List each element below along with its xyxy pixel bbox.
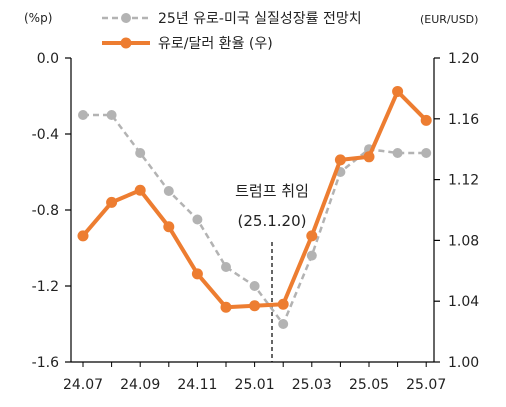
legend-label-fx: 유로/달러 환율 (우) xyxy=(158,36,273,52)
x-tick-label: 24.07 xyxy=(63,377,103,393)
inauguration-label: 트럼프 취임 xyxy=(235,182,309,200)
right-tick-label: 1.16 xyxy=(448,112,479,128)
data-point xyxy=(249,300,261,312)
data-point xyxy=(78,110,88,120)
data-point xyxy=(163,221,175,233)
data-point xyxy=(135,148,146,158)
x-tick-label: 25.03 xyxy=(292,377,332,393)
data-point xyxy=(221,262,231,272)
legend-swatch-fx-marker xyxy=(120,37,132,49)
left-axis-ticks: 0.0 -0.4 -0.8 -1.2 -1.6 xyxy=(32,51,71,371)
data-point xyxy=(77,230,89,242)
data-point xyxy=(306,250,317,261)
left-axis-unit: (%p) xyxy=(24,11,52,25)
data-point xyxy=(306,230,318,242)
x-tick-label: 24.09 xyxy=(120,377,160,393)
inauguration-annotation: 트럼프 취임 (25.1.20) xyxy=(235,182,309,362)
data-point xyxy=(192,214,203,225)
data-point xyxy=(220,301,232,313)
data-point xyxy=(392,85,404,97)
legend-swatch-forecast-marker xyxy=(121,13,131,23)
right-tick-label: 1.12 xyxy=(448,173,479,189)
series-fx xyxy=(77,85,432,313)
x-tick-label: 25.01 xyxy=(235,377,275,393)
left-tick-label: -0.4 xyxy=(32,127,59,143)
left-tick-label: 0.0 xyxy=(37,51,59,67)
right-tick-label: 1.04 xyxy=(448,294,479,310)
data-point xyxy=(278,319,289,329)
x-tick-label: 25.07 xyxy=(406,377,446,393)
right-tick-label: 1.00 xyxy=(448,355,479,371)
right-tick-label: 1.08 xyxy=(448,233,479,249)
legend-label-forecast: 25년 유로-미국 실질성장률 전망치 xyxy=(158,11,362,27)
x-axis-ticks: 24.07 24.09 24.11 25.01 25.03 25.05 25.07 xyxy=(63,362,446,393)
series-layer xyxy=(77,85,432,329)
inauguration-date: (25.1.20) xyxy=(238,212,307,230)
x-tick-label: 24.11 xyxy=(177,377,217,393)
right-axis-ticks: 1.20 1.16 1.12 1.08 1.04 1.00 xyxy=(434,51,479,371)
data-point xyxy=(134,184,146,196)
data-point xyxy=(191,268,203,280)
legend: 25년 유로-미국 실질성장률 전망치 (EUR/USD) 유로/달러 환율 (… xyxy=(102,11,478,52)
data-point xyxy=(277,298,289,310)
data-point xyxy=(392,148,403,158)
data-point xyxy=(163,186,174,196)
data-point xyxy=(334,154,346,166)
legend-item-forecast: 25년 유로-미국 실질성장률 전망치 (EUR/USD) xyxy=(102,11,478,27)
data-point xyxy=(420,114,432,126)
left-tick-label: -1.6 xyxy=(32,355,59,371)
data-point xyxy=(421,148,432,158)
right-tick-label: 1.20 xyxy=(448,51,479,67)
x-tick-label: 25.05 xyxy=(349,377,389,393)
left-tick-label: -1.2 xyxy=(32,279,59,295)
right-axis-unit: (EUR/USD) xyxy=(420,13,478,26)
data-point xyxy=(106,110,117,120)
left-tick-label: -0.8 xyxy=(32,203,59,219)
data-point xyxy=(249,281,260,291)
series-forecast xyxy=(78,110,432,329)
data-point xyxy=(106,196,118,208)
data-point xyxy=(363,151,375,163)
legend-item-fx: 유로/달러 환율 (우) xyxy=(102,36,273,52)
